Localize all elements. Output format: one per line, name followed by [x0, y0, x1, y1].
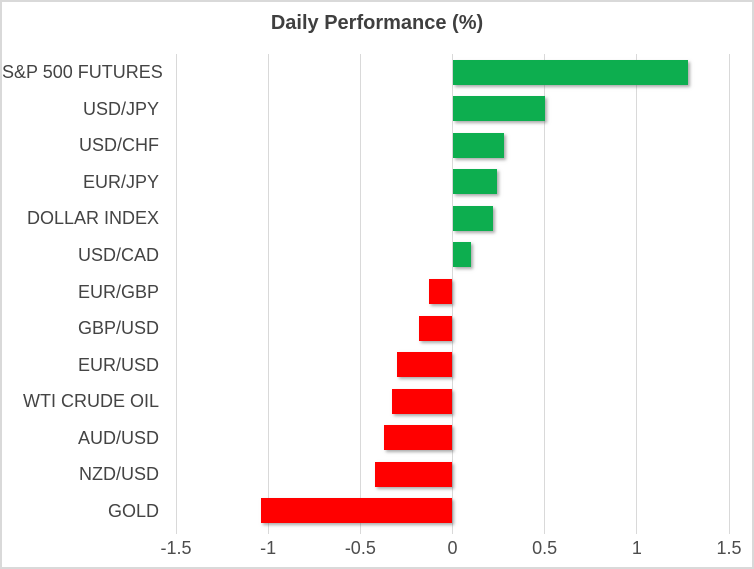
category-label: USD/CHF [79, 135, 159, 156]
bar-usd-jpy [452, 96, 545, 122]
category-label: S&P 500 FUTURES [2, 62, 163, 83]
category-label: GBP/USD [77, 318, 159, 339]
bar-usd-cad [452, 242, 471, 268]
category-label: USD/JPY [82, 98, 159, 119]
category-label: EUR/JPY [82, 171, 159, 192]
x-axis-tick-mark [267, 529, 269, 534]
category-label: EUR/USD [77, 354, 159, 375]
gridline [452, 54, 453, 529]
gridline [175, 54, 177, 529]
x-axis-tick-label: 0 [447, 538, 458, 558]
bar-eur-gbp [428, 279, 453, 304]
bar-gold [260, 498, 453, 524]
gridline [359, 54, 361, 529]
x-axis-tick-mark [175, 529, 177, 534]
category-label: DOLLAR INDEX [26, 208, 159, 229]
bar-eur-usd [397, 352, 453, 378]
bar-eur-jpy [452, 169, 497, 195]
x-axis: -1.5 -1 -0.5 0 0.5 1 1.5 [2, 529, 752, 567]
x-axis-tick-label: -1.5 [160, 538, 192, 558]
plot-area [175, 54, 730, 529]
category-label: NZD/USD [79, 464, 159, 485]
bar-aud-usd [384, 425, 453, 451]
gridline [267, 54, 269, 529]
gridline [636, 54, 638, 529]
x-axis-tick-mark [544, 529, 546, 534]
x-axis-tick-label: 0.5 [532, 538, 558, 558]
bar-nzd-usd [375, 461, 453, 487]
gridline [728, 54, 730, 529]
category-label: AUD/USD [77, 427, 159, 448]
x-axis-tick-mark [359, 529, 361, 534]
category-label: GOLD [107, 500, 159, 521]
x-axis-tick-label: -0.5 [344, 538, 376, 558]
x-axis-tick-mark [636, 529, 638, 534]
category-label: USD/CAD [77, 244, 159, 265]
x-axis-tick-mark [452, 529, 453, 534]
bar-wti-crude-oil [391, 388, 453, 414]
category-label: EUR/GBP [77, 281, 159, 302]
x-axis-tick-label: -1 [260, 538, 277, 558]
chart-title: Daily Performance (%) [270, 12, 484, 34]
bar-s-p-500-futures [452, 59, 689, 85]
bar-usd-chf [452, 132, 505, 158]
gridline [544, 54, 546, 529]
bar-dollar-index [452, 205, 494, 231]
category-label: WTI CRUDE OIL [22, 391, 159, 412]
x-axis-tick-label: 1.5 [716, 538, 742, 558]
bar-gbp-usd [419, 315, 453, 341]
x-axis-tick-label: 1 [631, 538, 642, 558]
category-axis: S&P 500 FUTURES USD/JPY USD/CHF EUR/JPY DOLL… [2, 54, 163, 529]
x-axis-tick-mark [728, 529, 730, 534]
